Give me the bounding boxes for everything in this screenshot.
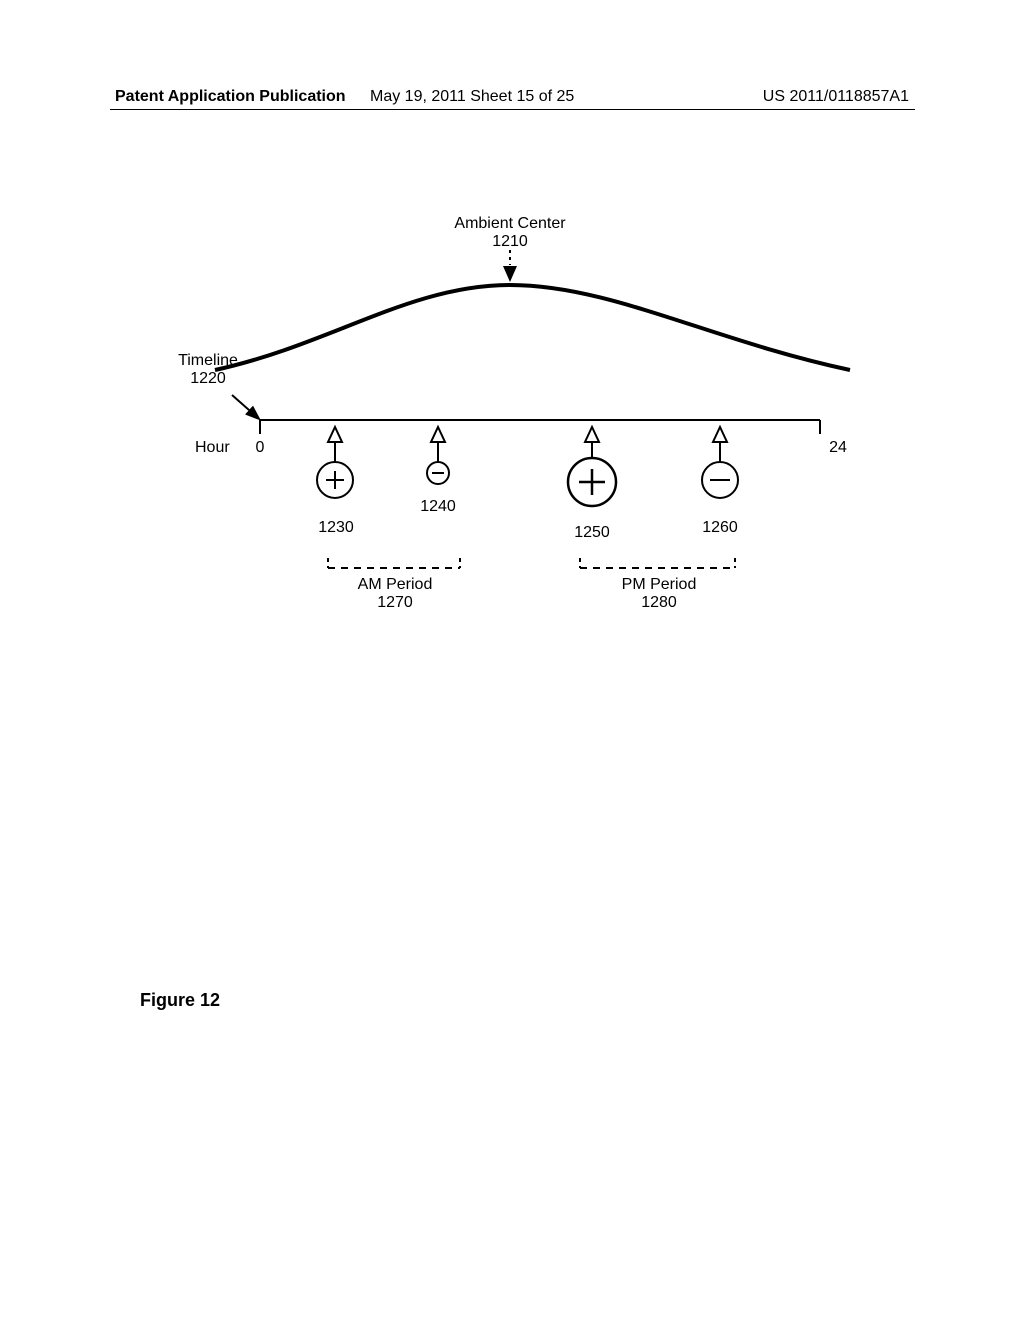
timeline-ref: 1220 <box>172 370 244 388</box>
timeline-leader <box>232 395 258 418</box>
marker-1240 <box>427 427 449 484</box>
timeline-label: Timeline 1220 <box>172 352 244 388</box>
figure-diagram <box>0 0 1024 900</box>
pm-period-bracket <box>580 558 735 568</box>
ambient-center-arrowhead <box>503 266 517 282</box>
marker-1250 <box>568 427 616 506</box>
ref-1230: 1230 <box>314 519 358 537</box>
ambient-center-ref: 1210 <box>448 233 572 251</box>
am-period-label: AM Period 1270 <box>350 576 440 612</box>
am-period-bracket <box>328 558 460 568</box>
hour-label: Hour <box>195 439 237 457</box>
ref-1240: 1240 <box>416 498 460 516</box>
pm-period-label: PM Period 1280 <box>614 576 704 612</box>
pm-period-ref: 1280 <box>614 594 704 612</box>
timeline-text: Timeline <box>172 352 244 370</box>
pm-period-text: PM Period <box>614 576 704 594</box>
am-period-ref: 1270 <box>350 594 440 612</box>
ambient-curve <box>215 285 850 370</box>
ambient-center-label: Ambient Center 1210 <box>448 215 572 251</box>
marker-1260 <box>702 427 738 498</box>
am-period-text: AM Period <box>350 576 440 594</box>
zero-label: 0 <box>252 439 268 457</box>
figure-caption: Figure 12 <box>140 990 220 1011</box>
twentyfour-label: 24 <box>826 439 850 457</box>
ambient-center-text: Ambient Center <box>448 215 572 233</box>
ref-1250: 1250 <box>570 524 614 542</box>
ref-1260: 1260 <box>698 519 742 537</box>
marker-1230 <box>317 427 353 498</box>
